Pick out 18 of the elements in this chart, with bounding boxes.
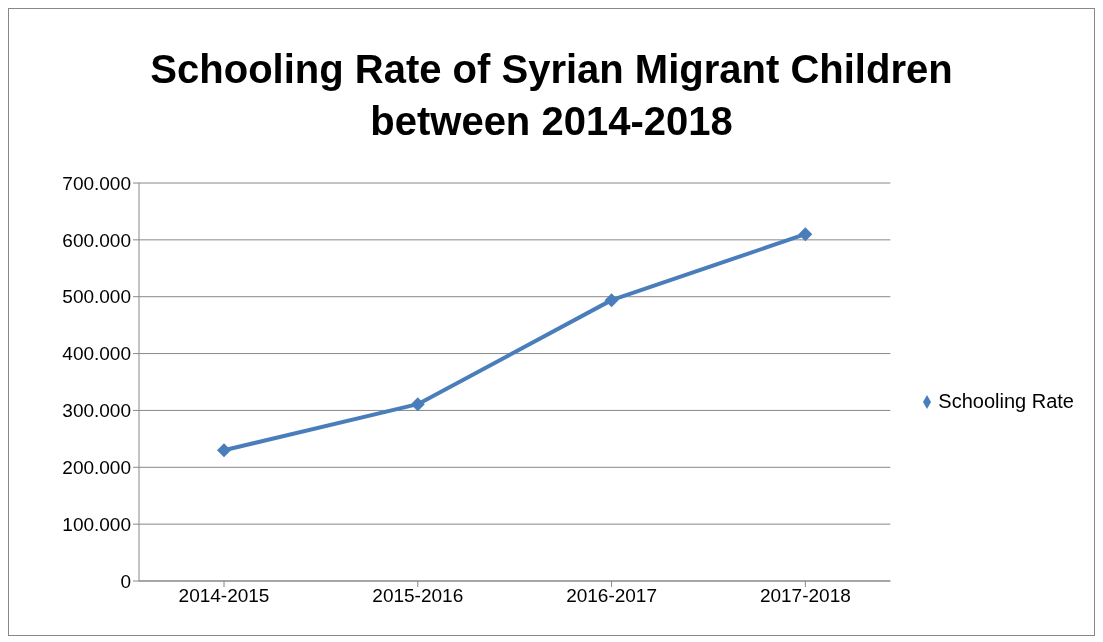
legend-label: Schooling Rate [938,389,1074,412]
y-tick-label: 600.000 [62,229,131,251]
y-tick-label: 300.000 [62,400,131,422]
point [410,397,425,412]
point [217,443,231,458]
y-tick-label: 700.000 [62,172,131,194]
chart-title: Schooling Rate of Syrian Migrant Children between 2014-2018 [149,46,954,145]
y-tick-label: 100.000 [62,513,131,535]
y-tick-label: 0 [120,570,131,592]
y-tick-label: 400.000 [62,343,131,365]
x-tick-label: 2014-2015 [178,585,270,607]
point [604,293,619,308]
x-tick-label: 2015-2016 [372,585,464,607]
y-tick-label: 200.000 [62,457,131,479]
y-tick-label: 500.000 [62,286,131,308]
point [798,227,813,242]
x-tick-label: 2016-2017 [566,585,657,607]
x-tick-label: 2017-2018 [759,585,851,607]
